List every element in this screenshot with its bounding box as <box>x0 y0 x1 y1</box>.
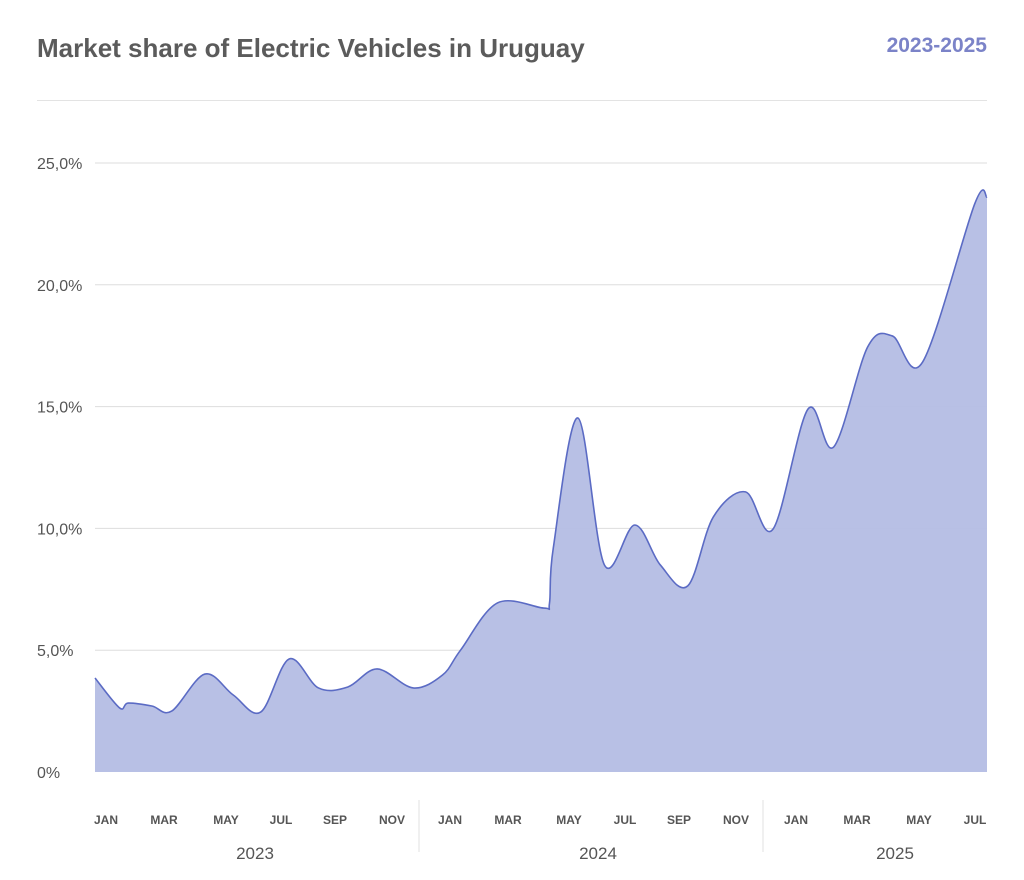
y-tick-label: 0% <box>37 765 60 782</box>
month-tick-label: MAY <box>556 813 582 827</box>
y-tick-label: 5,0% <box>37 643 73 660</box>
y-tick-label: 10,0% <box>37 521 82 538</box>
month-tick-label: MAR <box>494 813 522 827</box>
month-tick-label: JUL <box>964 813 987 827</box>
month-tick-label: MAY <box>213 813 239 827</box>
year-tick-label: 2025 <box>876 844 914 863</box>
y-tick-label: 20,0% <box>37 278 82 295</box>
month-tick-label: MAY <box>906 813 932 827</box>
area-fill <box>95 189 987 773</box>
title-divider <box>37 100 987 101</box>
month-tick-label: JUL <box>614 813 637 827</box>
month-tick-label: MAR <box>150 813 178 827</box>
y-tick-label: 15,0% <box>37 400 82 417</box>
month-tick-label: SEP <box>667 813 691 827</box>
month-tick-label: MAR <box>843 813 871 827</box>
y-tick-label: 25,0% <box>37 156 82 173</box>
month-tick-label: NOV <box>379 813 405 827</box>
year-tick-label: 2024 <box>579 844 617 863</box>
month-tick-label: SEP <box>323 813 347 827</box>
month-tick-label: JAN <box>784 813 808 827</box>
month-tick-label: JAN <box>438 813 462 827</box>
chart-title: Market share of Electric Vehicles in Uru… <box>37 33 585 63</box>
month-tick-label: JUL <box>270 813 293 827</box>
month-tick-label: JAN <box>94 813 118 827</box>
year-tick-label: 2023 <box>236 844 274 863</box>
date-range-label: 2023-2025 <box>886 34 987 57</box>
month-tick-label: NOV <box>723 813 749 827</box>
